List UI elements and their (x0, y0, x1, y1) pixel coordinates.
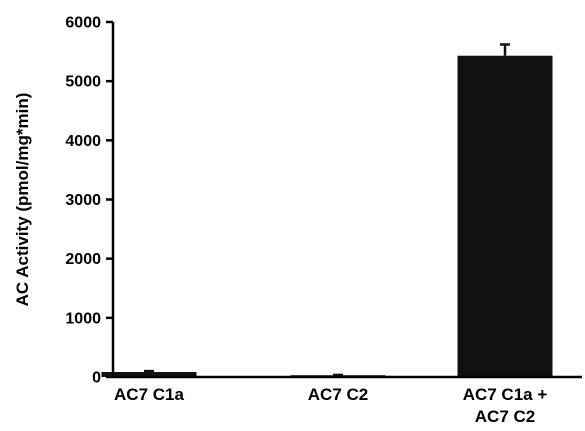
x-category-label-line: AC7 C2 (475, 407, 535, 426)
x-category-label: AC7 C2 (308, 385, 368, 404)
y-tick-label: 2000 (65, 251, 101, 268)
y-tick-label: 6000 (65, 15, 101, 32)
x-category-label-line: AC7 C2 (308, 385, 368, 404)
x-category-label-line: AC7 C1a + (463, 385, 548, 404)
y-axis-title: AC Activity (pmol/mg*min) (13, 93, 32, 307)
x-category-label-line: AC7 C1a (114, 385, 184, 404)
x-category-label: AC7 C1a + AC7 C2 (463, 385, 548, 426)
y-tick-label: 5000 (65, 74, 101, 91)
bar (457, 55, 553, 377)
y-tick-label: 1000 (65, 310, 101, 327)
bar (101, 371, 197, 377)
x-category-label: AC7 C1a (114, 385, 184, 404)
y-tick-label: 4000 (65, 133, 101, 150)
y-tick-label: 0 (92, 370, 101, 387)
y-tick-label: 3000 (65, 192, 101, 209)
